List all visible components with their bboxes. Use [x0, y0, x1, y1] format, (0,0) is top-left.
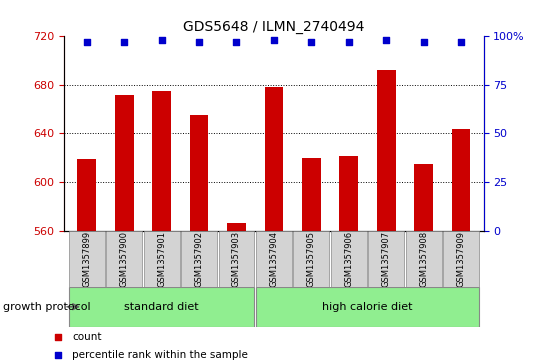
- Bar: [144, 231, 179, 287]
- Bar: [152, 91, 171, 231]
- Bar: [368, 231, 404, 287]
- Text: GSM1357909: GSM1357909: [457, 231, 466, 287]
- Point: [419, 39, 428, 45]
- Bar: [115, 95, 134, 231]
- Point: [54, 352, 63, 358]
- Text: growth protocol: growth protocol: [3, 302, 91, 312]
- Text: GSM1357899: GSM1357899: [82, 231, 91, 287]
- Text: GSM1357907: GSM1357907: [382, 231, 391, 287]
- Bar: [69, 287, 254, 327]
- Text: GSM1357903: GSM1357903: [232, 231, 241, 287]
- Text: GSM1357904: GSM1357904: [269, 231, 278, 287]
- Text: GSM1357906: GSM1357906: [344, 231, 353, 287]
- Point: [307, 39, 316, 45]
- Bar: [219, 231, 254, 287]
- Bar: [293, 231, 329, 287]
- Bar: [443, 231, 479, 287]
- Text: high calorie diet: high calorie diet: [322, 302, 413, 312]
- Text: GSM1357902: GSM1357902: [195, 231, 203, 287]
- Bar: [414, 164, 433, 231]
- Point: [269, 37, 278, 43]
- Bar: [256, 231, 292, 287]
- Point: [54, 334, 63, 340]
- Point: [344, 39, 353, 45]
- Text: GSM1357900: GSM1357900: [120, 231, 129, 287]
- Bar: [377, 70, 396, 231]
- Text: GSM1357901: GSM1357901: [157, 231, 166, 287]
- Bar: [452, 129, 471, 231]
- Text: percentile rank within the sample: percentile rank within the sample: [72, 350, 248, 360]
- Point: [195, 39, 203, 45]
- Point: [82, 39, 91, 45]
- Point: [457, 39, 466, 45]
- Bar: [227, 223, 246, 231]
- Title: GDS5648 / ILMN_2740494: GDS5648 / ILMN_2740494: [183, 20, 364, 34]
- Bar: [406, 231, 442, 287]
- Text: count: count: [72, 332, 102, 342]
- Text: standard diet: standard diet: [124, 302, 199, 312]
- Bar: [339, 156, 358, 231]
- Bar: [302, 158, 321, 231]
- Bar: [77, 159, 96, 231]
- Bar: [264, 87, 283, 231]
- Bar: [106, 231, 142, 287]
- Bar: [69, 231, 105, 287]
- Point: [232, 39, 241, 45]
- Text: GSM1357905: GSM1357905: [307, 231, 316, 287]
- Point: [157, 37, 166, 43]
- Bar: [331, 231, 367, 287]
- Text: GSM1357908: GSM1357908: [419, 231, 428, 287]
- Bar: [256, 287, 479, 327]
- Point: [382, 37, 391, 43]
- Bar: [181, 231, 217, 287]
- Point: [120, 39, 129, 45]
- Bar: [190, 115, 209, 231]
